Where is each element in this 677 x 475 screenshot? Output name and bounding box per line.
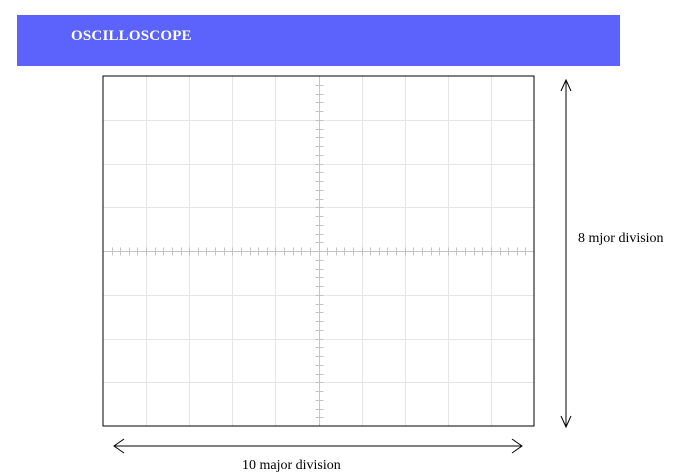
- width-dimension-arrow: [113, 438, 523, 454]
- center-axis-ticks: [103, 76, 534, 426]
- oscilloscope-screen: [102, 75, 535, 427]
- width-dimension-label: 10 major division: [242, 458, 341, 473]
- height-dimension-arrow: [560, 78, 572, 429]
- header-title: OSCILLOSCOPE: [71, 28, 192, 44]
- height-dimension-label: 8 mjor division: [578, 231, 664, 246]
- header-bar: OSCILLOSCOPE: [17, 15, 620, 66]
